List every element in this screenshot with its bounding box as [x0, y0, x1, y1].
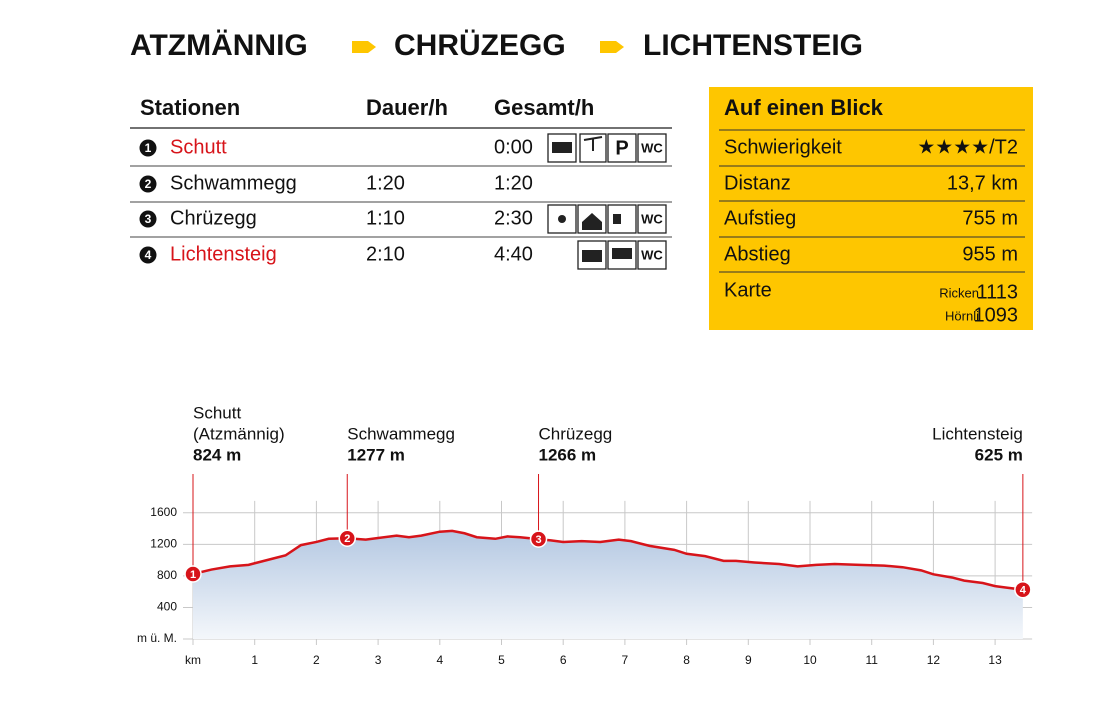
x-tick-label: 10: [803, 653, 817, 667]
station-name: Lichtensteig: [170, 243, 277, 265]
title-part: LICHTENSTEIG: [643, 29, 863, 62]
station-sublabel: (Atzmännig): [193, 424, 285, 443]
glance-label: Distanz: [724, 172, 791, 194]
glance-box: [709, 87, 1033, 330]
glance-label: Schwierigkeit: [724, 136, 842, 158]
glance-value: 955 m: [962, 243, 1018, 265]
glance-label: Aufstieg: [724, 207, 796, 229]
y-tick-label: m ü. M.: [137, 631, 177, 645]
station-name: Schutt: [170, 136, 227, 158]
x-tick-label: 4: [436, 653, 443, 667]
duration: 1:10: [366, 207, 405, 229]
x-tick-label: 7: [622, 653, 629, 667]
x-tick-label: 13: [988, 653, 1002, 667]
icon-box: [637, 204, 667, 234]
station-number: 4: [145, 248, 152, 262]
icon-label: WC: [641, 211, 663, 226]
x-tick-label: 12: [927, 653, 941, 667]
glance-value: 13,7 km: [947, 172, 1018, 194]
title-part: ATZMÄNNIG: [130, 29, 308, 62]
y-tick-label: 1200: [150, 536, 177, 550]
station-elevation: 1277 m: [347, 445, 405, 464]
station-marker-number: 1: [190, 569, 196, 581]
y-tick-label: 1600: [150, 505, 177, 519]
total-time: 1:20: [494, 172, 533, 194]
icon-box: [637, 240, 667, 270]
icon-box: [637, 133, 667, 163]
total-time: 2:30: [494, 207, 533, 229]
station-label: Chrüzegg: [539, 424, 613, 443]
map-number: 1093: [974, 304, 1019, 326]
x-tick-label: 11: [865, 653, 878, 667]
icon-label: P: [615, 137, 628, 159]
station-label: Lichtensteig: [932, 424, 1023, 443]
map-name: Ricken: [939, 285, 979, 300]
station-label: Schutt: [193, 403, 241, 422]
x-tick-label: 3: [375, 653, 382, 667]
station-marker-number: 3: [535, 534, 541, 546]
station-elevation: 824 m: [193, 445, 241, 464]
station-marker: [184, 565, 202, 583]
station-name: Schwammegg: [170, 172, 297, 194]
station-badge: [139, 246, 157, 264]
station-number: 2: [145, 177, 152, 191]
station-badge: [139, 139, 157, 157]
glance-label: Abstieg: [724, 243, 791, 265]
duration: 2:10: [366, 243, 405, 265]
glance-value: ★★★★/T2: [917, 136, 1018, 158]
icon-box: [607, 133, 637, 163]
map-number: 1113: [976, 281, 1018, 303]
station-elevation: 1266 m: [539, 445, 597, 464]
station-name: Chrüzegg: [170, 207, 257, 229]
station-marker: [529, 530, 548, 548]
total-time: 0:00: [494, 136, 533, 158]
icons: [547, 133, 637, 270]
x-tick-label: 6: [560, 653, 567, 667]
icon-label: WC: [641, 247, 663, 262]
station-marker: [1014, 580, 1032, 599]
column-header: Gesamt/h: [494, 95, 594, 120]
map-name: Hörnli: [945, 308, 979, 323]
station-badge: [139, 175, 157, 193]
x-tick-label: 1: [251, 653, 258, 667]
station-label: Schwammegg: [347, 424, 455, 443]
x-tick-label: km: [185, 653, 201, 667]
elevation-line: [192, 529, 1024, 591]
station-marker-number: 2: [344, 533, 350, 545]
x-tick-label: 2: [313, 653, 320, 667]
x-tick-label: 5: [498, 653, 505, 667]
total-time: 4:40: [494, 243, 533, 265]
column-header: Dauer/h: [366, 95, 448, 120]
station-elevation: 625 m: [975, 445, 1023, 464]
title-part: CHRÜZEGG: [394, 29, 566, 62]
y-tick-label: 400: [157, 600, 177, 614]
x-tick-label: 9: [745, 653, 752, 667]
glance-title: Auf einen Blick: [724, 95, 884, 120]
station-badge: [139, 210, 157, 228]
y-tick-label: 800: [157, 568, 177, 582]
icon-label: WC: [641, 140, 663, 155]
station-number: 1: [145, 141, 152, 155]
glance-label: Karte: [724, 279, 772, 301]
glance-value: 755 m: [962, 207, 1018, 229]
x-tick-label: 8: [683, 653, 690, 667]
station-number: 3: [145, 212, 152, 226]
duration: 1:20: [366, 172, 405, 194]
route-arrows: [352, 41, 624, 53]
station-marker-number: 4: [1020, 585, 1027, 597]
column-header: Stationen: [140, 95, 240, 120]
station-marker: [338, 529, 356, 547]
elevation-area: [193, 530, 1023, 639]
